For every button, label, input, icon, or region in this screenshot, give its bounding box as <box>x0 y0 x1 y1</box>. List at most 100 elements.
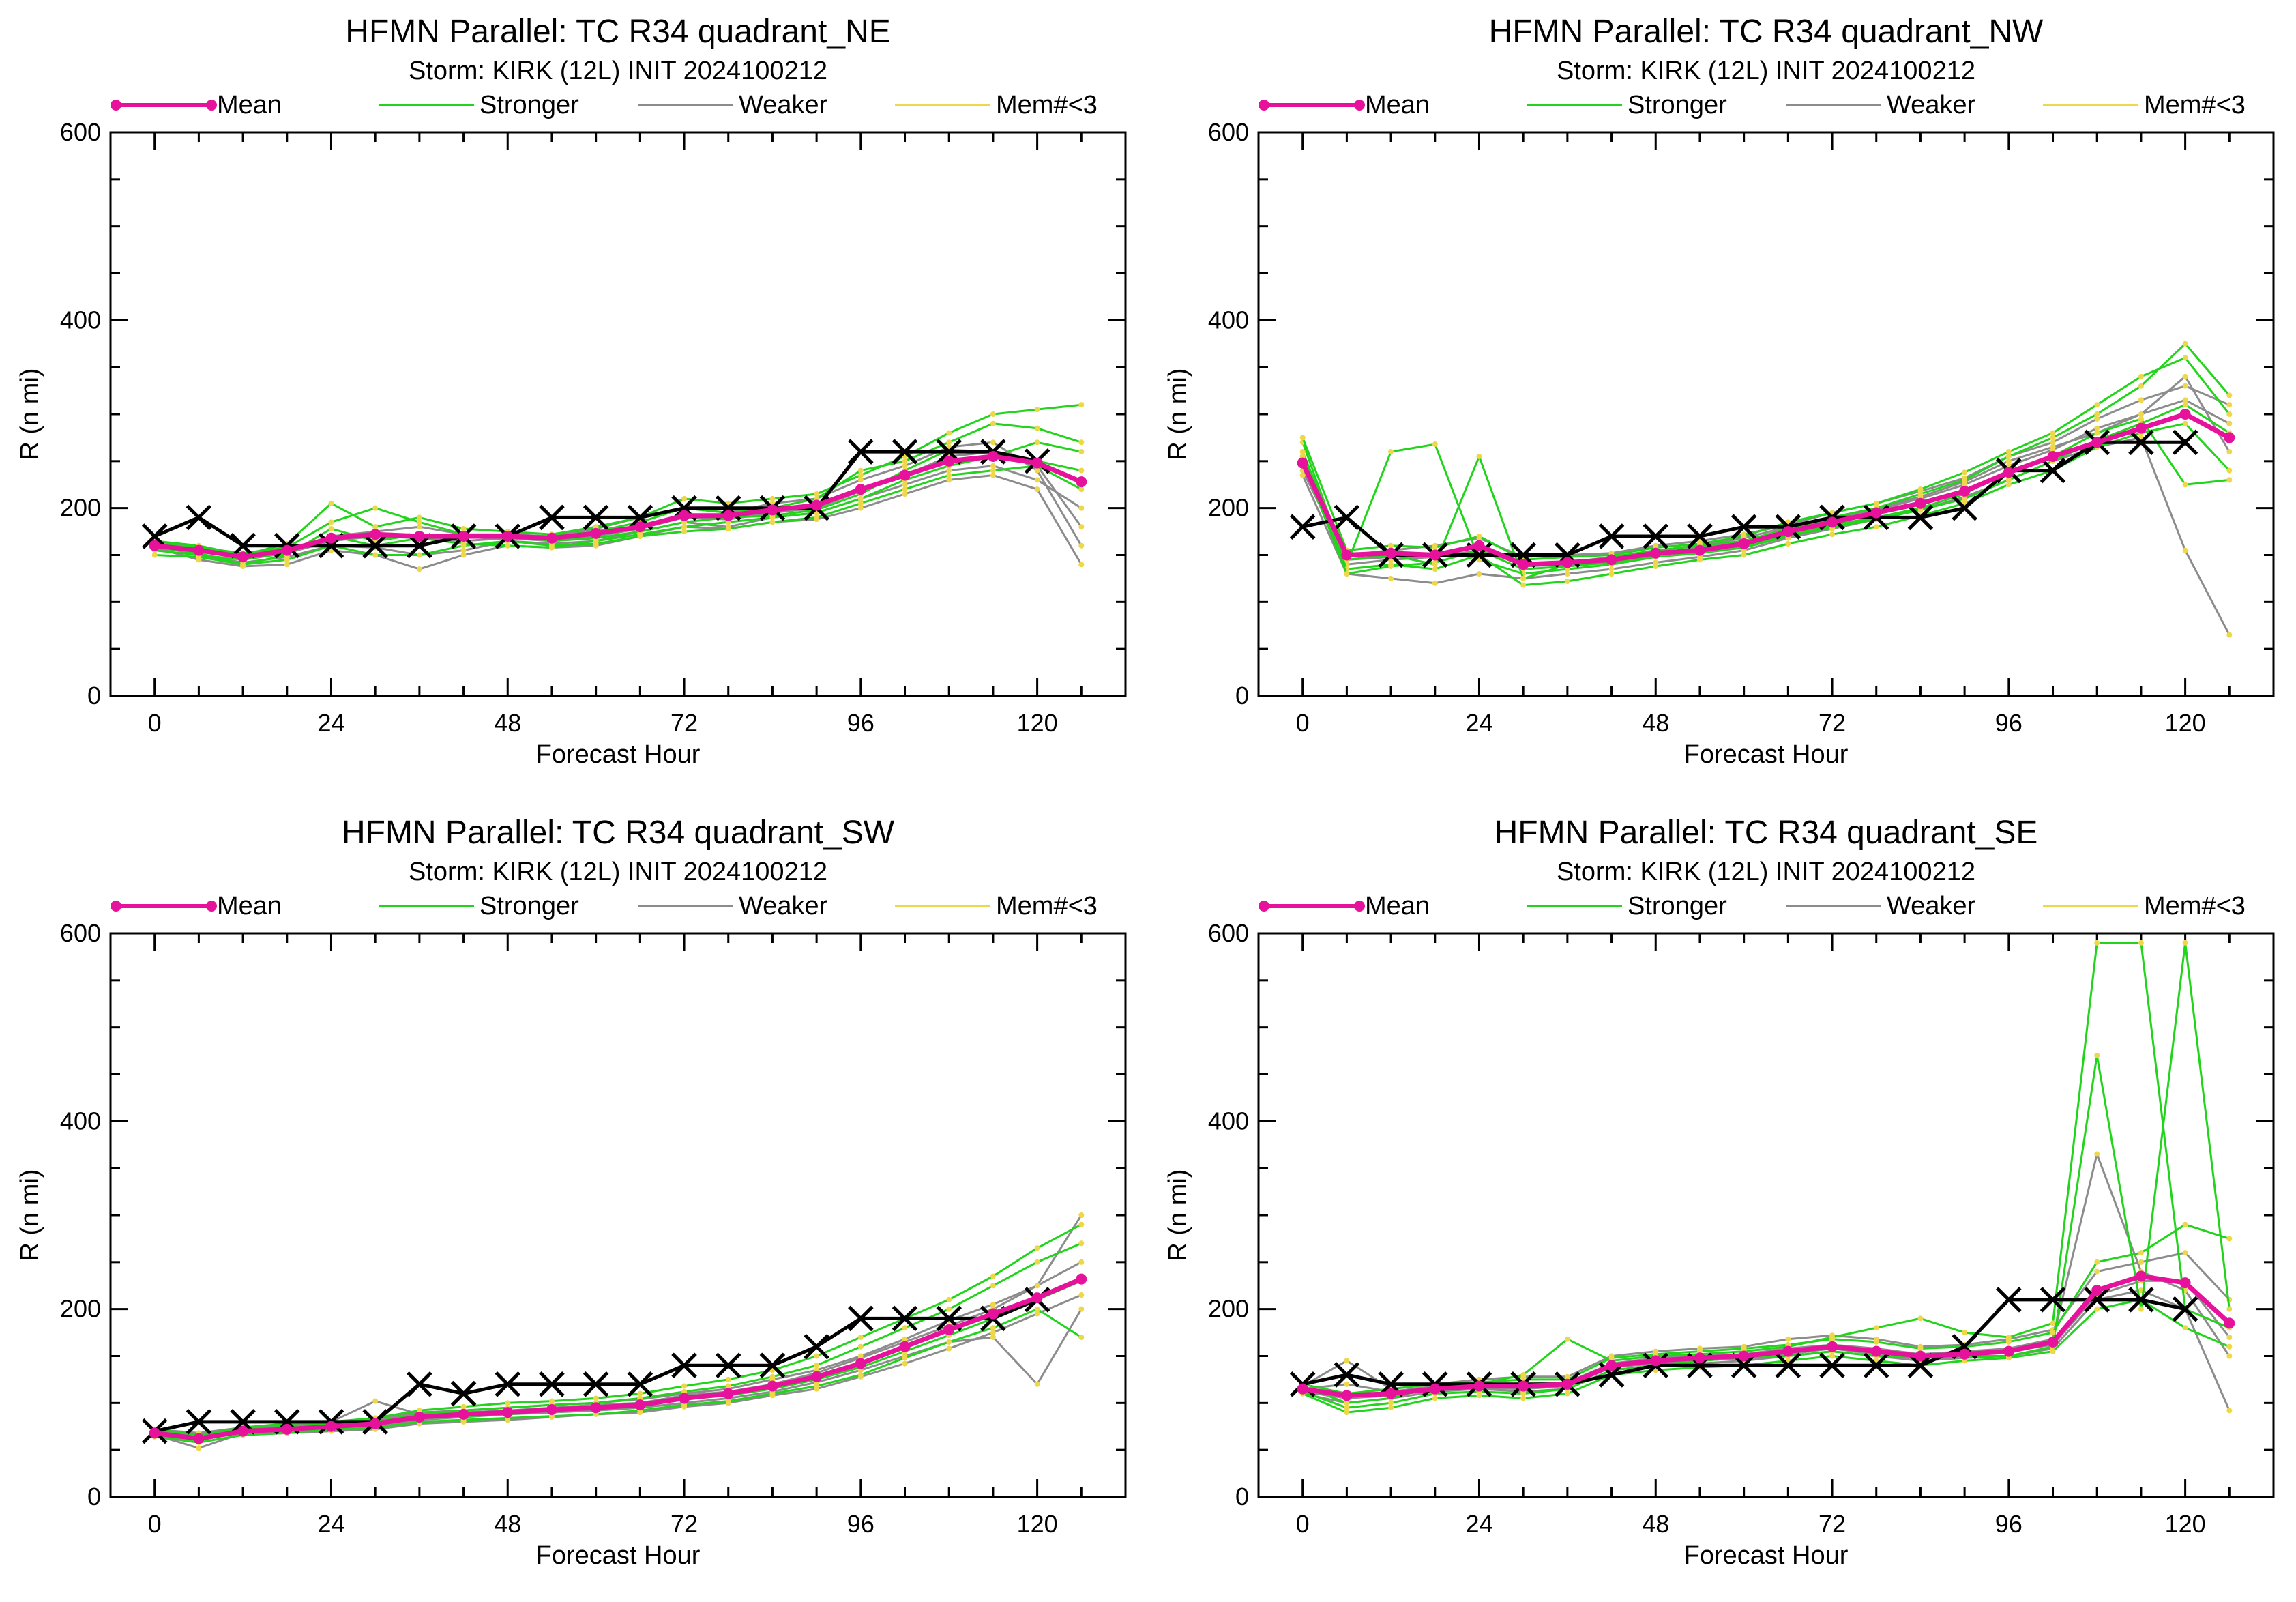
weaker-member-point <box>1078 505 1085 511</box>
stronger-member-point <box>946 1306 952 1312</box>
x-tick-label: 48 <box>1642 709 1669 737</box>
stronger-member-point <box>725 1383 731 1389</box>
mean-point <box>149 540 160 551</box>
y-axis-label: R (n mi) <box>1164 368 1192 460</box>
weaker-member-point <box>1785 1336 1791 1342</box>
legend-marker <box>206 100 217 111</box>
stronger-member-point <box>2182 482 2188 488</box>
best-track-marker <box>1334 504 1360 531</box>
mean-point <box>634 1399 646 1411</box>
stronger-member-point <box>1034 1259 1040 1265</box>
best-track-marker <box>141 523 168 549</box>
y-tick-label: 400 <box>1208 1107 1249 1135</box>
mean-line <box>1302 1274 2231 1398</box>
stronger-member-point <box>505 1400 511 1406</box>
stronger-member-point <box>1034 1306 1040 1312</box>
x-tick-label: 0 <box>148 1510 162 1538</box>
mean-point <box>370 1418 381 1429</box>
stronger-member-point <box>1785 540 1791 547</box>
stronger-member-point <box>2226 392 2233 398</box>
stronger-member-point <box>1829 1336 1836 1342</box>
stronger-member-point <box>593 1395 599 1401</box>
legend-item-mean: Mean <box>111 91 282 119</box>
weaker-member-point <box>2182 1250 2188 1256</box>
mean-point <box>1297 457 1308 469</box>
best-track-marker <box>627 1371 653 1397</box>
legend: Mean Stronger Weaker Mem#<3 <box>111 91 1098 119</box>
mean-point <box>855 1358 866 1369</box>
stronger-member-point <box>1388 1400 1394 1406</box>
mean-point <box>943 455 955 467</box>
stronger-member-point <box>1829 531 1836 538</box>
mean-point <box>1561 1378 1573 1390</box>
stronger-member-point <box>1653 564 1659 570</box>
weaker-member-point <box>372 1398 379 1404</box>
mean-point <box>1518 1380 1529 1392</box>
stronger-member-point <box>2094 1052 2100 1058</box>
weaker-member-point <box>416 566 422 572</box>
stronger-member-point <box>416 514 422 521</box>
weaker-member-point <box>1034 1283 1040 1289</box>
weaker-member-point <box>857 477 864 483</box>
weaker-member-point <box>2005 458 2012 464</box>
mean-point <box>2047 450 2059 462</box>
stronger-member-point <box>460 525 467 531</box>
chart-subtitle: Storm: KIRK (12L) INIT 2024100212 <box>409 858 827 886</box>
mean-point <box>2003 467 2014 478</box>
weaker-member-point <box>990 439 996 446</box>
legend-marker <box>1354 100 1365 111</box>
stronger-member-point <box>1873 524 1879 530</box>
mean-point <box>1959 485 1971 497</box>
chart-panel-2: HFMN Parallel: TC R34 quadrant_NW Storm: … <box>1164 14 2275 769</box>
weaker-member-point <box>1564 571 1570 577</box>
y-tick-label: 400 <box>60 1107 101 1135</box>
best-track-marker <box>1687 523 1713 549</box>
weaker-member-point <box>2050 444 2056 450</box>
best-track-marker <box>583 1371 609 1397</box>
stronger-member-point <box>2005 482 2012 488</box>
stronger-member-point <box>2094 402 2100 408</box>
mean-point <box>1518 559 1529 570</box>
mean-point <box>1385 547 1397 559</box>
stronger-member-point <box>1432 1395 1438 1401</box>
stronger-member-point <box>1564 1390 1570 1397</box>
legend-item-mem: Mem#<3 <box>895 91 1098 119</box>
legend-label-mem: Mem#<3 <box>2144 91 2246 119</box>
stronger-member-point <box>990 411 996 417</box>
weaker-member-point <box>1653 559 1659 566</box>
legend-label-mean: Mean <box>1365 892 1430 920</box>
x-tick-label: 48 <box>494 709 521 737</box>
weaker-member-point <box>2226 449 2233 455</box>
x-tick-label: 120 <box>1017 709 1058 737</box>
stronger-member-point <box>857 500 864 506</box>
stronger-member-point <box>1078 1334 1085 1340</box>
best-track-marker <box>759 1352 786 1379</box>
mean-point <box>767 1380 778 1392</box>
stronger-member-point <box>2138 1306 2144 1312</box>
stronger-member-point <box>681 524 688 530</box>
best-track-marker <box>186 504 212 531</box>
stronger-member-point <box>1078 439 1085 446</box>
stronger-member-point <box>1917 1345 1924 1352</box>
legend-marker <box>1259 901 1269 912</box>
best-track-marker <box>1996 1287 2022 1313</box>
stronger-member-point <box>372 505 379 511</box>
weaker-member-point <box>2182 373 2188 379</box>
mean-point <box>1870 1345 1882 1357</box>
legend-item-weaker: Weaker <box>1786 91 1976 119</box>
stronger-member-point <box>1520 1372 1527 1378</box>
mean-point <box>855 484 866 495</box>
weaker-member-point <box>902 463 908 469</box>
mean-point <box>1076 476 1087 488</box>
stronger-member-point <box>946 439 952 446</box>
mean-point <box>1429 1383 1441 1395</box>
stronger-member-point <box>1034 407 1040 413</box>
weaker-member-point <box>1078 524 1085 530</box>
stronger-member-point <box>2005 453 2012 459</box>
stronger-member-point <box>372 552 379 558</box>
stronger-member-point <box>637 531 643 538</box>
y-axis-label: R (n mi) <box>16 1169 44 1261</box>
stronger-member-point <box>1388 1405 1394 1411</box>
weaker-member-point <box>946 477 952 483</box>
